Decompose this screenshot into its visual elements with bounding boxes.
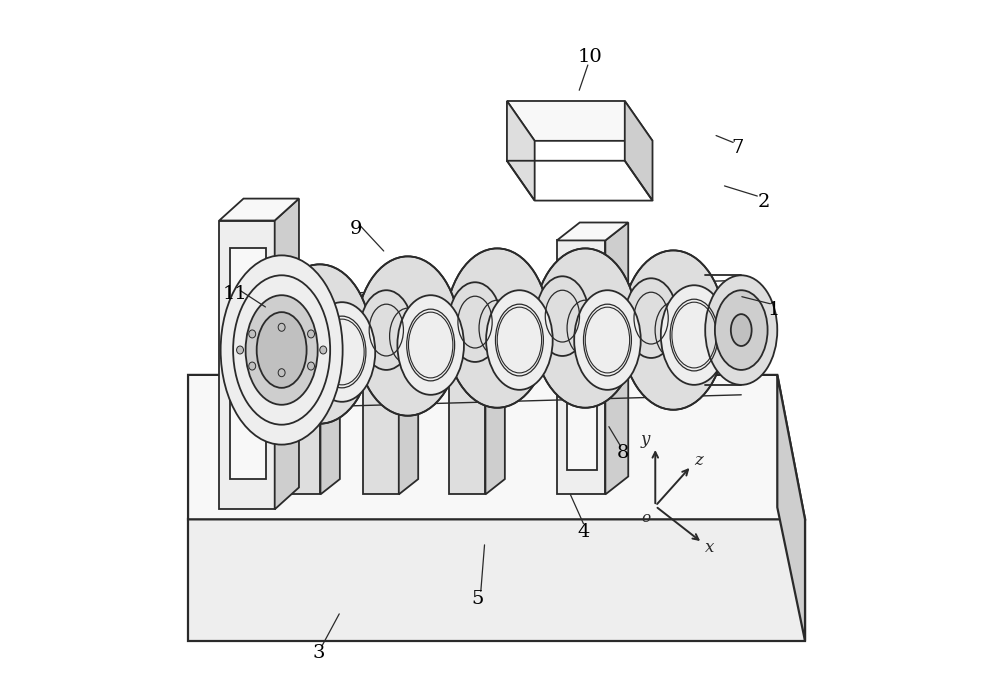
Text: 10: 10 [578, 48, 602, 66]
Ellipse shape [308, 362, 315, 370]
Text: 2: 2 [757, 193, 770, 212]
Polygon shape [284, 280, 340, 295]
Polygon shape [363, 280, 418, 295]
Text: o: o [642, 511, 651, 525]
Ellipse shape [621, 251, 725, 410]
Ellipse shape [661, 285, 727, 385]
Text: 5: 5 [472, 590, 484, 608]
Ellipse shape [360, 290, 413, 370]
Ellipse shape [536, 276, 589, 356]
Polygon shape [557, 223, 628, 240]
Text: 1: 1 [768, 301, 780, 319]
Ellipse shape [486, 290, 553, 390]
Text: y: y [641, 431, 650, 448]
Polygon shape [284, 295, 320, 494]
Ellipse shape [731, 314, 752, 346]
Text: x: x [705, 539, 714, 556]
Ellipse shape [705, 276, 777, 385]
Ellipse shape [445, 248, 549, 408]
Ellipse shape [308, 330, 315, 338]
Ellipse shape [278, 324, 285, 331]
Polygon shape [563, 265, 619, 280]
Ellipse shape [249, 330, 256, 338]
Polygon shape [599, 265, 619, 489]
Polygon shape [605, 223, 628, 494]
Polygon shape [777, 375, 805, 641]
Ellipse shape [249, 362, 256, 370]
Text: 4: 4 [577, 523, 589, 541]
Text: 8: 8 [617, 444, 630, 462]
Text: 7: 7 [732, 139, 744, 157]
Text: 11: 11 [223, 285, 248, 303]
Polygon shape [563, 280, 599, 489]
Text: 3: 3 [312, 644, 325, 662]
Polygon shape [219, 221, 275, 509]
Polygon shape [567, 265, 597, 470]
Ellipse shape [320, 346, 327, 354]
Text: 9: 9 [350, 220, 362, 238]
Ellipse shape [237, 346, 244, 354]
Polygon shape [275, 198, 299, 509]
Polygon shape [320, 280, 340, 494]
Polygon shape [230, 248, 266, 480]
Ellipse shape [268, 264, 372, 424]
Polygon shape [363, 295, 399, 494]
Text: z: z [694, 452, 703, 469]
Polygon shape [399, 280, 418, 494]
Ellipse shape [397, 295, 464, 395]
Polygon shape [449, 280, 505, 295]
Polygon shape [188, 375, 805, 519]
Ellipse shape [278, 369, 285, 377]
Polygon shape [485, 280, 505, 494]
Ellipse shape [257, 312, 307, 388]
Ellipse shape [715, 290, 768, 370]
Ellipse shape [625, 278, 677, 358]
Ellipse shape [533, 248, 637, 408]
Polygon shape [219, 198, 299, 221]
Polygon shape [449, 295, 485, 494]
Ellipse shape [246, 295, 318, 405]
Polygon shape [625, 101, 653, 200]
Ellipse shape [221, 255, 343, 445]
Polygon shape [507, 101, 535, 200]
Polygon shape [557, 240, 605, 494]
Ellipse shape [449, 283, 501, 362]
Polygon shape [507, 101, 653, 141]
Ellipse shape [574, 290, 641, 390]
Polygon shape [188, 519, 805, 641]
Ellipse shape [356, 256, 460, 416]
Ellipse shape [309, 302, 375, 402]
